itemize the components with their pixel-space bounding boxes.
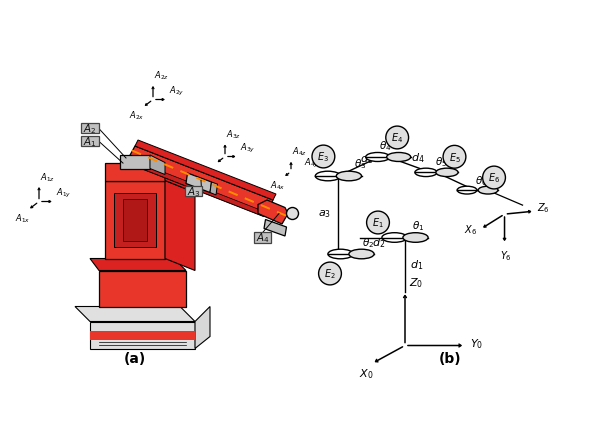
- Polygon shape: [126, 159, 265, 217]
- Text: $A_{4x}$: $A_{4x}$: [269, 179, 285, 192]
- Text: $Z_6$: $Z_6$: [537, 201, 550, 215]
- Polygon shape: [210, 183, 218, 195]
- Text: $A_2$: $A_2$: [83, 122, 97, 135]
- Polygon shape: [195, 307, 210, 349]
- Ellipse shape: [365, 153, 389, 162]
- Text: $E_1$: $E_1$: [372, 216, 384, 230]
- Text: $A_{3y}$: $A_{3y}$: [240, 141, 256, 155]
- Polygon shape: [150, 156, 165, 175]
- Text: $A_{2y}$: $A_{2y}$: [169, 85, 185, 98]
- Text: $A_{2x}$: $A_{2x}$: [129, 109, 145, 122]
- Polygon shape: [165, 163, 195, 193]
- Text: $A_{1x}$: $A_{1x}$: [14, 212, 30, 224]
- Ellipse shape: [349, 250, 374, 259]
- Ellipse shape: [457, 187, 477, 194]
- Text: $A_{2z}$: $A_{2z}$: [154, 70, 170, 82]
- Ellipse shape: [336, 172, 361, 181]
- Text: $X_6$: $X_6$: [464, 223, 477, 237]
- Text: $\theta_5$: $\theta_5$: [435, 155, 447, 168]
- Ellipse shape: [403, 233, 428, 243]
- Text: $\theta_1$: $\theta_1$: [413, 219, 425, 233]
- Polygon shape: [90, 331, 195, 340]
- Ellipse shape: [436, 169, 458, 177]
- Text: $E_4$: $E_4$: [391, 131, 403, 145]
- Ellipse shape: [316, 172, 341, 181]
- Circle shape: [443, 146, 466, 169]
- Polygon shape: [135, 141, 276, 201]
- Ellipse shape: [415, 169, 437, 177]
- Circle shape: [319, 263, 341, 285]
- Text: $Y_6$: $Y_6$: [500, 249, 512, 263]
- Circle shape: [482, 167, 505, 190]
- Text: $d_3$: $d_3$: [360, 152, 374, 165]
- Text: $d_4$: $d_4$: [411, 151, 424, 164]
- Circle shape: [386, 127, 409, 150]
- FancyBboxPatch shape: [254, 233, 271, 243]
- Polygon shape: [258, 201, 288, 224]
- Text: $E_3$: $E_3$: [317, 150, 329, 164]
- Text: $A_1$: $A_1$: [83, 135, 97, 148]
- Text: $A_{3x}$: $A_{3x}$: [202, 165, 218, 178]
- FancyBboxPatch shape: [185, 186, 202, 197]
- Ellipse shape: [386, 153, 410, 162]
- Polygon shape: [90, 322, 195, 349]
- Polygon shape: [105, 181, 165, 259]
- Text: $A_3$: $A_3$: [187, 185, 200, 198]
- Text: (b): (b): [439, 351, 461, 365]
- Text: $A_4$: $A_4$: [256, 231, 269, 245]
- Text: $d_2$: $d_2$: [372, 236, 385, 249]
- FancyBboxPatch shape: [81, 123, 99, 134]
- Polygon shape: [126, 147, 273, 217]
- Text: $a_3$: $a_3$: [318, 207, 331, 219]
- Text: (a): (a): [124, 351, 146, 365]
- Ellipse shape: [328, 250, 353, 259]
- Text: $Y_0$: $Y_0$: [470, 336, 482, 350]
- Text: $E_6$: $E_6$: [488, 171, 500, 185]
- Polygon shape: [123, 199, 147, 241]
- Text: $A_{1z}$: $A_{1z}$: [41, 171, 56, 183]
- Polygon shape: [165, 181, 195, 271]
- Circle shape: [287, 208, 299, 220]
- Text: $A_{4z}$: $A_{4z}$: [293, 145, 308, 158]
- Ellipse shape: [478, 187, 498, 194]
- Text: $A_{1y}$: $A_{1y}$: [56, 187, 71, 200]
- Text: $Z_0$: $Z_0$: [409, 275, 423, 289]
- Text: $E_5$: $E_5$: [449, 151, 460, 164]
- Text: $\theta_6$: $\theta_6$: [475, 174, 487, 187]
- Text: $d_1$: $d_1$: [409, 258, 423, 272]
- Circle shape: [367, 212, 389, 234]
- Text: $E_2$: $E_2$: [324, 267, 336, 281]
- Ellipse shape: [382, 233, 407, 243]
- Text: $A_{3z}$: $A_{3z}$: [227, 128, 242, 141]
- FancyBboxPatch shape: [81, 136, 99, 147]
- Polygon shape: [105, 163, 165, 181]
- Polygon shape: [75, 307, 195, 322]
- Polygon shape: [114, 193, 156, 247]
- Text: $X_0$: $X_0$: [359, 367, 373, 381]
- Polygon shape: [186, 174, 212, 193]
- Text: $A_{4y}$: $A_{4y}$: [304, 157, 319, 170]
- Polygon shape: [90, 259, 186, 271]
- Polygon shape: [99, 271, 186, 307]
- Polygon shape: [120, 156, 150, 169]
- Polygon shape: [264, 220, 287, 237]
- Circle shape: [312, 146, 335, 168]
- Text: $\theta_4$: $\theta_4$: [379, 138, 392, 152]
- Text: $\theta_2$: $\theta_2$: [361, 236, 374, 249]
- Text: $\theta_3$: $\theta_3$: [354, 157, 367, 171]
